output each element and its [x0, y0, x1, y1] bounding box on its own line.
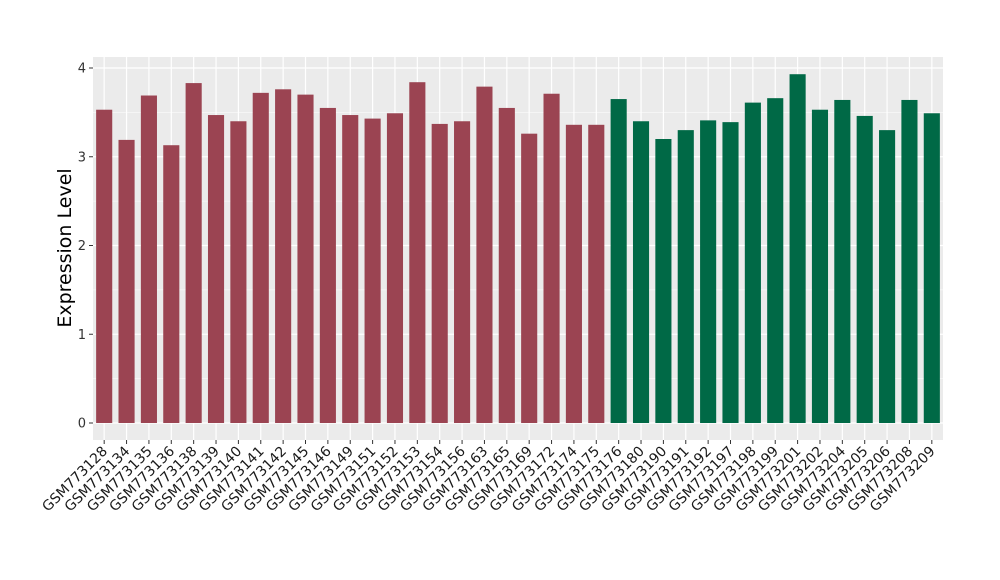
bar-GSM773152 [386, 113, 404, 423]
bar-GSM773149 [342, 115, 359, 423]
bar-GSM773180 [632, 121, 650, 423]
bar-GSM773197 [722, 122, 739, 423]
bar-GSM773145 [297, 94, 314, 423]
bar-GSM773151 [364, 118, 381, 424]
bar-GSM773138 [185, 83, 202, 424]
bar-GSM773140 [230, 121, 247, 423]
bar-GSM773206 [879, 130, 896, 423]
bar-GSM773192 [700, 120, 717, 424]
bar-GSM773191 [677, 130, 694, 423]
y-tick-label: 2 [78, 239, 86, 254]
bar-GSM773135 [140, 95, 157, 423]
y-tick-label: 1 [78, 328, 86, 343]
bar-GSM773136 [163, 145, 180, 423]
y-axis: 0 1 2 3 4 [78, 62, 93, 432]
y-tick-label: 0 [78, 417, 86, 432]
bar-GSM773208 [901, 99, 918, 423]
bar-GSM773134 [118, 139, 135, 423]
bar-GSM773198 [744, 102, 761, 424]
x-axis: GSM773128GSM773134GSM773135GSM773136GSM7… [39, 440, 939, 515]
bar-GSM773201 [789, 74, 806, 424]
bar-GSM773141 [252, 92, 269, 423]
bar-GSM773199 [767, 98, 784, 424]
y-tick-label: 3 [78, 150, 86, 165]
bar-GSM773204 [834, 99, 851, 423]
bar-GSM773190 [655, 139, 672, 423]
bar-GSM773169 [521, 133, 538, 424]
bar-GSM773174 [565, 124, 582, 424]
bar-GSM773205 [856, 115, 873, 424]
bar-GSM773202 [811, 109, 829, 424]
bar-GSM773156 [454, 121, 471, 423]
bar-GSM773163 [476, 86, 493, 423]
bar-GSM773165 [498, 107, 515, 423]
y-tick-label: 4 [78, 62, 86, 77]
bar-GSM773146 [319, 107, 336, 423]
bars [96, 74, 940, 424]
bar-GSM773175 [588, 124, 605, 424]
y-axis-title: Expression Level [54, 168, 76, 327]
bar-GSM773154 [431, 123, 448, 423]
bar-GSM773176 [610, 99, 627, 423]
bar-GSM773142 [275, 89, 292, 424]
bar-GSM773139 [207, 115, 225, 423]
bar-GSM773172 [543, 93, 560, 424]
bar-GSM773128 [96, 109, 113, 424]
bar-GSM773209 [923, 113, 940, 423]
bar-GSM773153 [409, 82, 426, 423]
